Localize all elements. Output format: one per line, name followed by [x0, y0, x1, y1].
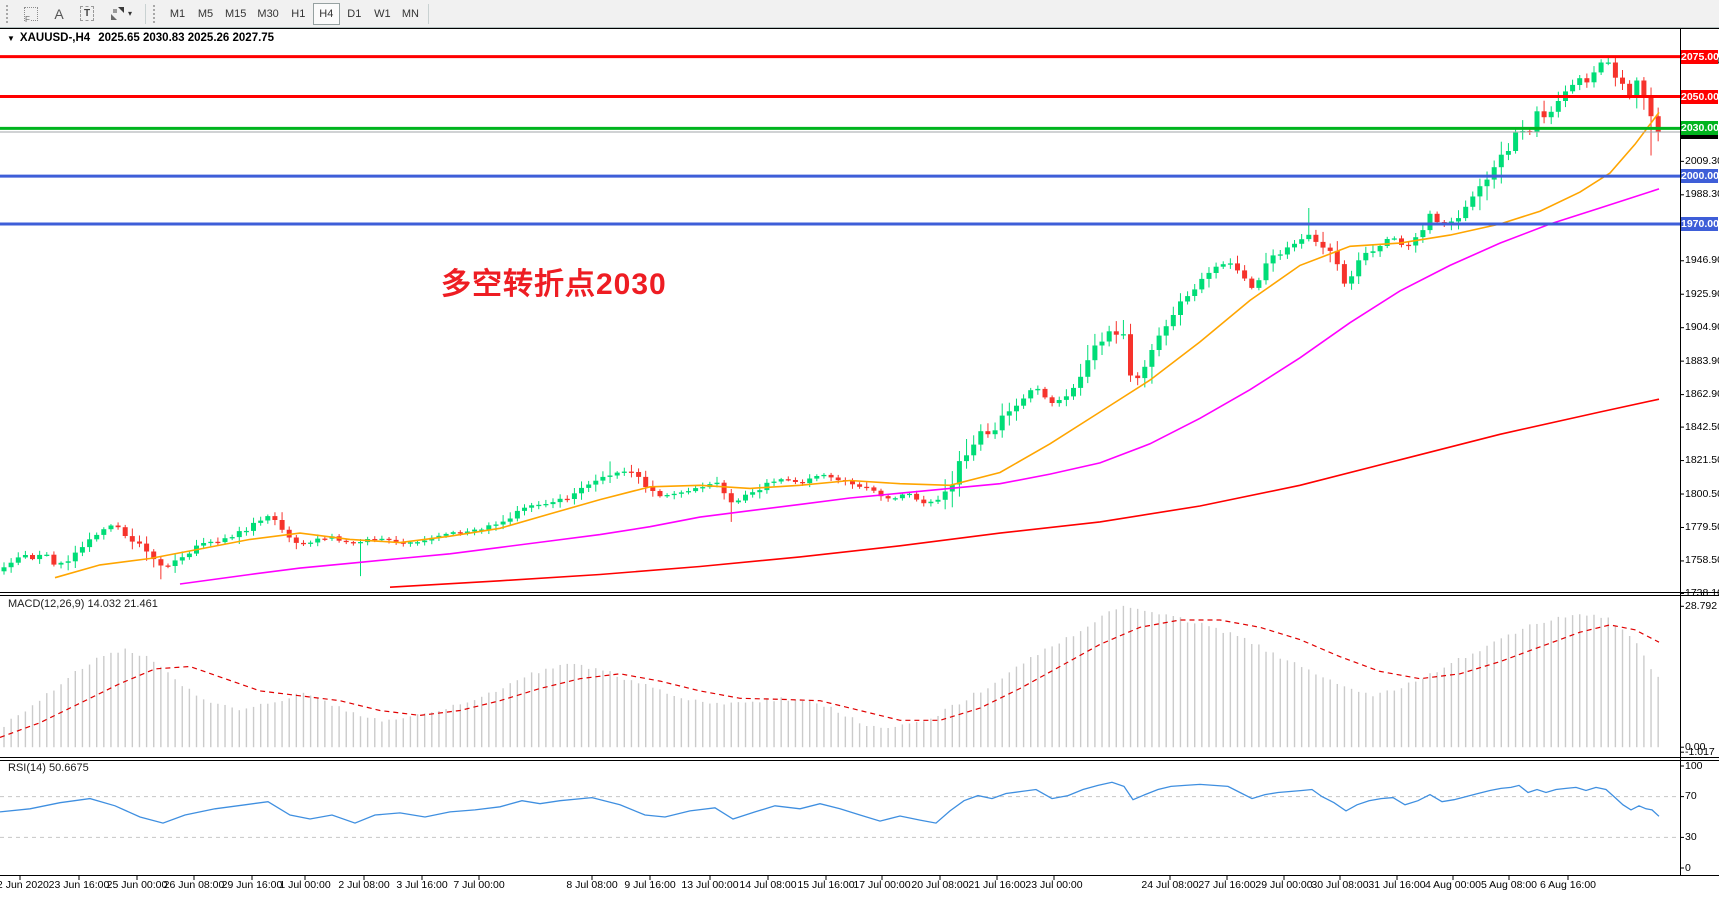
text-box-button[interactable]: T	[73, 3, 101, 25]
timeframe-button-mn[interactable]: MN	[397, 3, 424, 25]
snap-grid-icon: F	[24, 6, 38, 24]
rsi-indicator-label: RSI(14) 50.6675	[8, 762, 89, 774]
snap-grid-button[interactable]: F	[17, 3, 45, 25]
timeframe-button-w1[interactable]: W1	[369, 3, 396, 25]
macd-indicator-label: MACD(12,26,9) 14.032 21.461	[8, 598, 158, 610]
toolbar: F A T ▾ M1 M5 M15 M30 H1 H4 D1 W1 MN	[0, 0, 1719, 28]
chart-annotation-text: 多空转折点2030	[441, 268, 667, 301]
macd-name: MACD(12,26,9)	[8, 598, 85, 610]
arrow-styles-icon	[110, 7, 124, 20]
symbol-period-label: XAUUSD-,H4	[19, 32, 91, 44]
toolbar-separator	[145, 3, 146, 24]
timeframe-toolbar: M1 M5 M15 M30 H1 H4 D1 W1 MN	[164, 2, 424, 25]
text-label-icon: A	[54, 5, 64, 22]
timeframe-button-m15[interactable]: M15	[220, 3, 251, 25]
macd-values: 14.032 21.461	[87, 598, 158, 610]
text-box-icon: T	[80, 6, 94, 21]
ohlc-values: 2025.65 2030.83 2025.26 2027.75	[98, 32, 275, 44]
text-label-button[interactable]: A	[45, 3, 73, 25]
timeframe-button-m30[interactable]: M30	[252, 3, 283, 25]
timeframe-button-m1[interactable]: M1	[164, 3, 191, 25]
collapse-triangle-icon[interactable]: ▼	[7, 34, 15, 43]
snap-grid-letter: F	[25, 14, 30, 24]
rsi-value: 50.6675	[48, 762, 89, 774]
timeframe-button-m5[interactable]: M5	[192, 3, 219, 25]
timeframe-button-h4[interactable]: H4	[312, 2, 340, 25]
timeframe-button-h1[interactable]: H1	[285, 3, 312, 25]
dropdown-caret-icon: ▾	[127, 9, 132, 18]
rsi-name: RSI(14)	[8, 762, 46, 774]
toolbar-separator	[427, 3, 429, 24]
toolbar-grip[interactable]	[153, 4, 158, 23]
arrow-styles-button[interactable]: ▾	[101, 3, 141, 25]
chart-title: ▼ XAUUSD-,H4 2025.65 2030.83 2025.26 2027.…	[7, 32, 274, 44]
timeframe-button-d1[interactable]: D1	[341, 3, 368, 25]
toolbar-grip[interactable]	[6, 4, 11, 23]
